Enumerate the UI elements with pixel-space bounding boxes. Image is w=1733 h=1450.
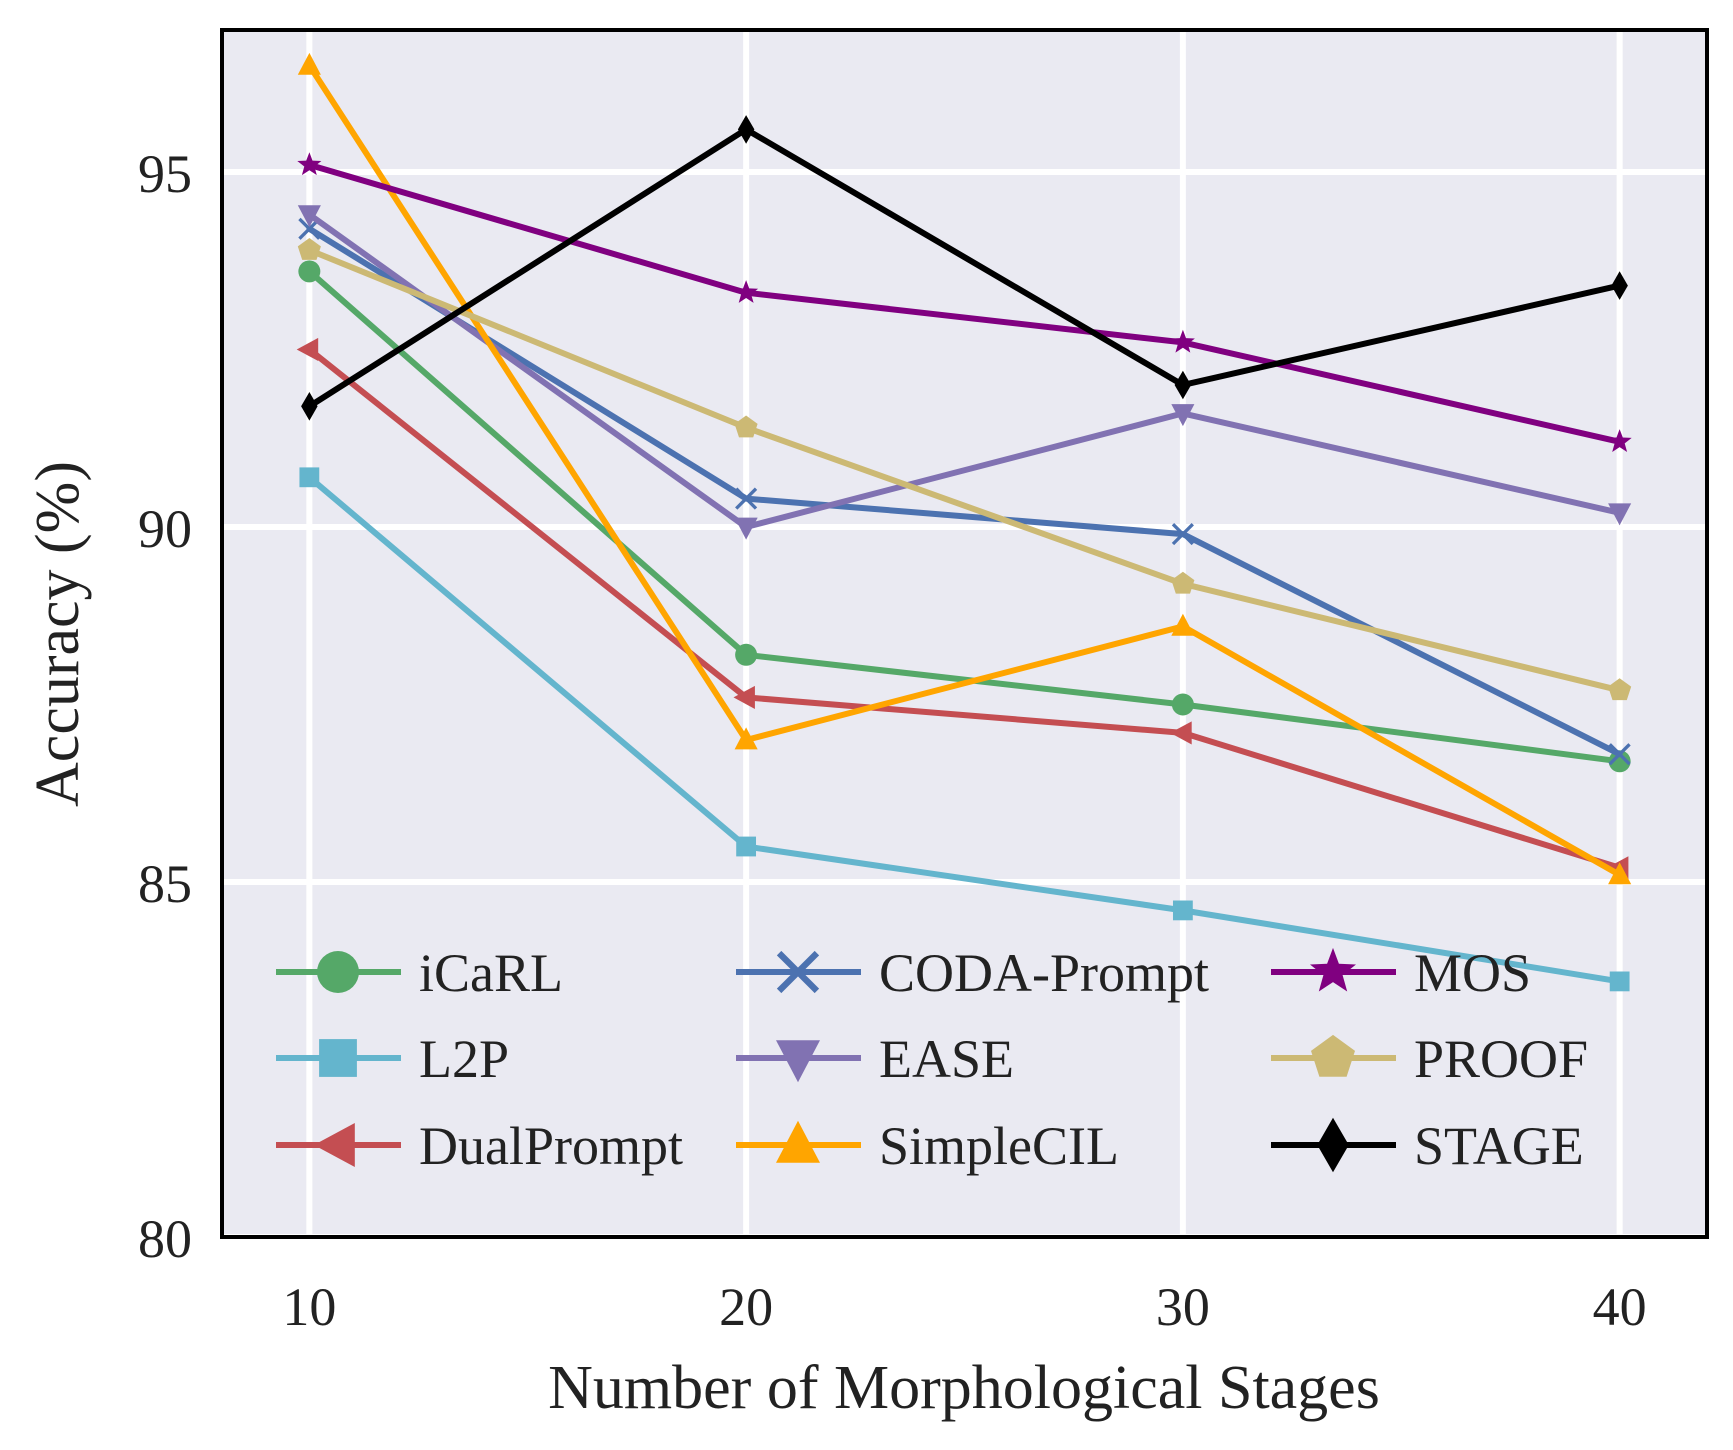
- x-tick-label: 10: [282, 1277, 336, 1337]
- data-point-icarl: [298, 260, 321, 283]
- data-point-simplecil: [297, 52, 321, 75]
- data-point-mos: [734, 280, 759, 303]
- legend-item-l2p: L2P: [276, 1029, 509, 1089]
- data-point-icarl: [1608, 750, 1631, 773]
- series-mos: [297, 152, 1632, 452]
- legend-marker-dualprompt: [313, 1123, 355, 1167]
- y-tick-label: 95: [138, 144, 192, 204]
- data-point-coda-prompt: [1171, 523, 1194, 546]
- data-point-stage: [301, 392, 318, 421]
- series-layer: [296, 52, 1632, 992]
- data-point-proof: [297, 238, 321, 260]
- plot-frame: [220, 28, 1709, 1239]
- y-tick-label: 85: [138, 854, 192, 914]
- legend-label-stage: STAGE: [1414, 1116, 1584, 1176]
- legend-label-ease: EASE: [879, 1029, 1014, 1089]
- data-point-dualprompt: [1170, 721, 1192, 745]
- data-point-simplecil: [1608, 862, 1632, 885]
- legend-marker-simplecil: [776, 1120, 820, 1163]
- data-point-stage: [1611, 271, 1628, 300]
- legend-marker-ease: [776, 1040, 820, 1083]
- legend-label-mos: MOS: [1414, 943, 1531, 1003]
- data-point-dualprompt: [296, 337, 319, 361]
- legend-label-l2p: L2P: [419, 1029, 509, 1089]
- legend-label-icarl: iCaRL: [419, 943, 563, 1003]
- data-point-coda-prompt: [1608, 743, 1631, 766]
- legend-item-mos: MOS: [1271, 943, 1531, 1003]
- data-point-simplecil: [1171, 613, 1195, 636]
- data-point-mos: [1607, 429, 1632, 452]
- legend-label-proof: PROOF: [1414, 1029, 1588, 1089]
- legend-label-dualprompt: DualPrompt: [419, 1116, 683, 1176]
- data-point-simplecil: [734, 727, 758, 750]
- legend-marker-l2p: [319, 1039, 357, 1077]
- data-point-stage: [1174, 370, 1192, 400]
- series-line-mos: [306, 161, 1623, 445]
- data-point-l2p: [1609, 971, 1630, 992]
- legend-item-dualprompt: DualPrompt: [276, 1116, 683, 1176]
- legend-item-ease: EASE: [736, 1029, 1014, 1089]
- series-coda-prompt: [298, 217, 1631, 766]
- x-tick-label: 40: [1593, 1277, 1647, 1337]
- plot-background: [222, 30, 1707, 1237]
- series-proof: [297, 238, 1632, 701]
- series-icarl: [298, 260, 1631, 773]
- data-point-icarl: [1171, 693, 1194, 716]
- legend-item-icarl: iCaRL: [276, 943, 563, 1003]
- series-line-simplecil: [306, 62, 1623, 878]
- series-line-dualprompt: [306, 346, 1623, 871]
- series-line-proof: [306, 247, 1623, 694]
- series-simplecil: [297, 52, 1632, 885]
- legend-marker-icarl: [317, 951, 359, 993]
- data-point-mos: [297, 152, 322, 176]
- data-point-proof: [734, 415, 758, 438]
- legend: iCaRL L2P DualPrompt CODA-Prompt EASE SimpleC…: [276, 943, 1588, 1176]
- data-point-stage: [737, 115, 755, 144]
- data-point-l2p: [299, 467, 320, 488]
- series-line-coda-prompt: [306, 225, 1623, 758]
- x-tick-label: 20: [719, 1277, 773, 1337]
- series-ease: [297, 205, 1632, 540]
- legend-marker-coda-prompt: [776, 950, 820, 994]
- data-point-l2p: [1172, 900, 1193, 921]
- data-point-proof: [1608, 678, 1632, 701]
- series-line-stage: [306, 126, 1623, 410]
- legend-marker-stage: [1317, 1117, 1349, 1173]
- data-point-icarl: [735, 643, 758, 666]
- legend-marker-mos: [1310, 947, 1356, 992]
- legend-label-coda-prompt: CODA-Prompt: [879, 943, 1209, 1003]
- data-point-ease: [1171, 404, 1195, 427]
- x-tick-label: 30: [1156, 1277, 1210, 1337]
- data-point-proof: [1171, 571, 1195, 594]
- series-line-ease: [306, 211, 1623, 530]
- legend-item-proof: PROOF: [1271, 1029, 1588, 1089]
- series-line-icarl: [306, 268, 1623, 765]
- legend-marker-proof: [1311, 1034, 1355, 1077]
- data-point-ease: [734, 517, 758, 540]
- x-axis-title: Number of Morphological Stages: [548, 1354, 1380, 1422]
- legend-item-stage: STAGE: [1271, 1116, 1584, 1176]
- data-point-coda-prompt: [735, 487, 758, 510]
- data-point-mos: [1170, 329, 1195, 353]
- series-line-l2p: [306, 474, 1623, 985]
- y-tick-label: 80: [138, 1209, 192, 1269]
- data-point-ease: [1608, 503, 1632, 526]
- y-axis-title: Accuracy (%): [24, 461, 92, 807]
- series-l2p: [299, 467, 1630, 992]
- tick-labels: 10 20 30 40 80 85 90 95: [138, 144, 1647, 1337]
- y-tick-label: 90: [138, 499, 192, 559]
- legend-label-simplecil: SimpleCIL: [879, 1116, 1119, 1176]
- data-point-ease: [297, 205, 321, 228]
- legend-item-simplecil: SimpleCIL: [736, 1116, 1119, 1176]
- legend-item-coda-prompt: CODA-Prompt: [736, 943, 1209, 1003]
- data-point-l2p: [736, 836, 757, 857]
- data-point-dualprompt: [733, 685, 755, 709]
- series-stage: [301, 115, 1628, 421]
